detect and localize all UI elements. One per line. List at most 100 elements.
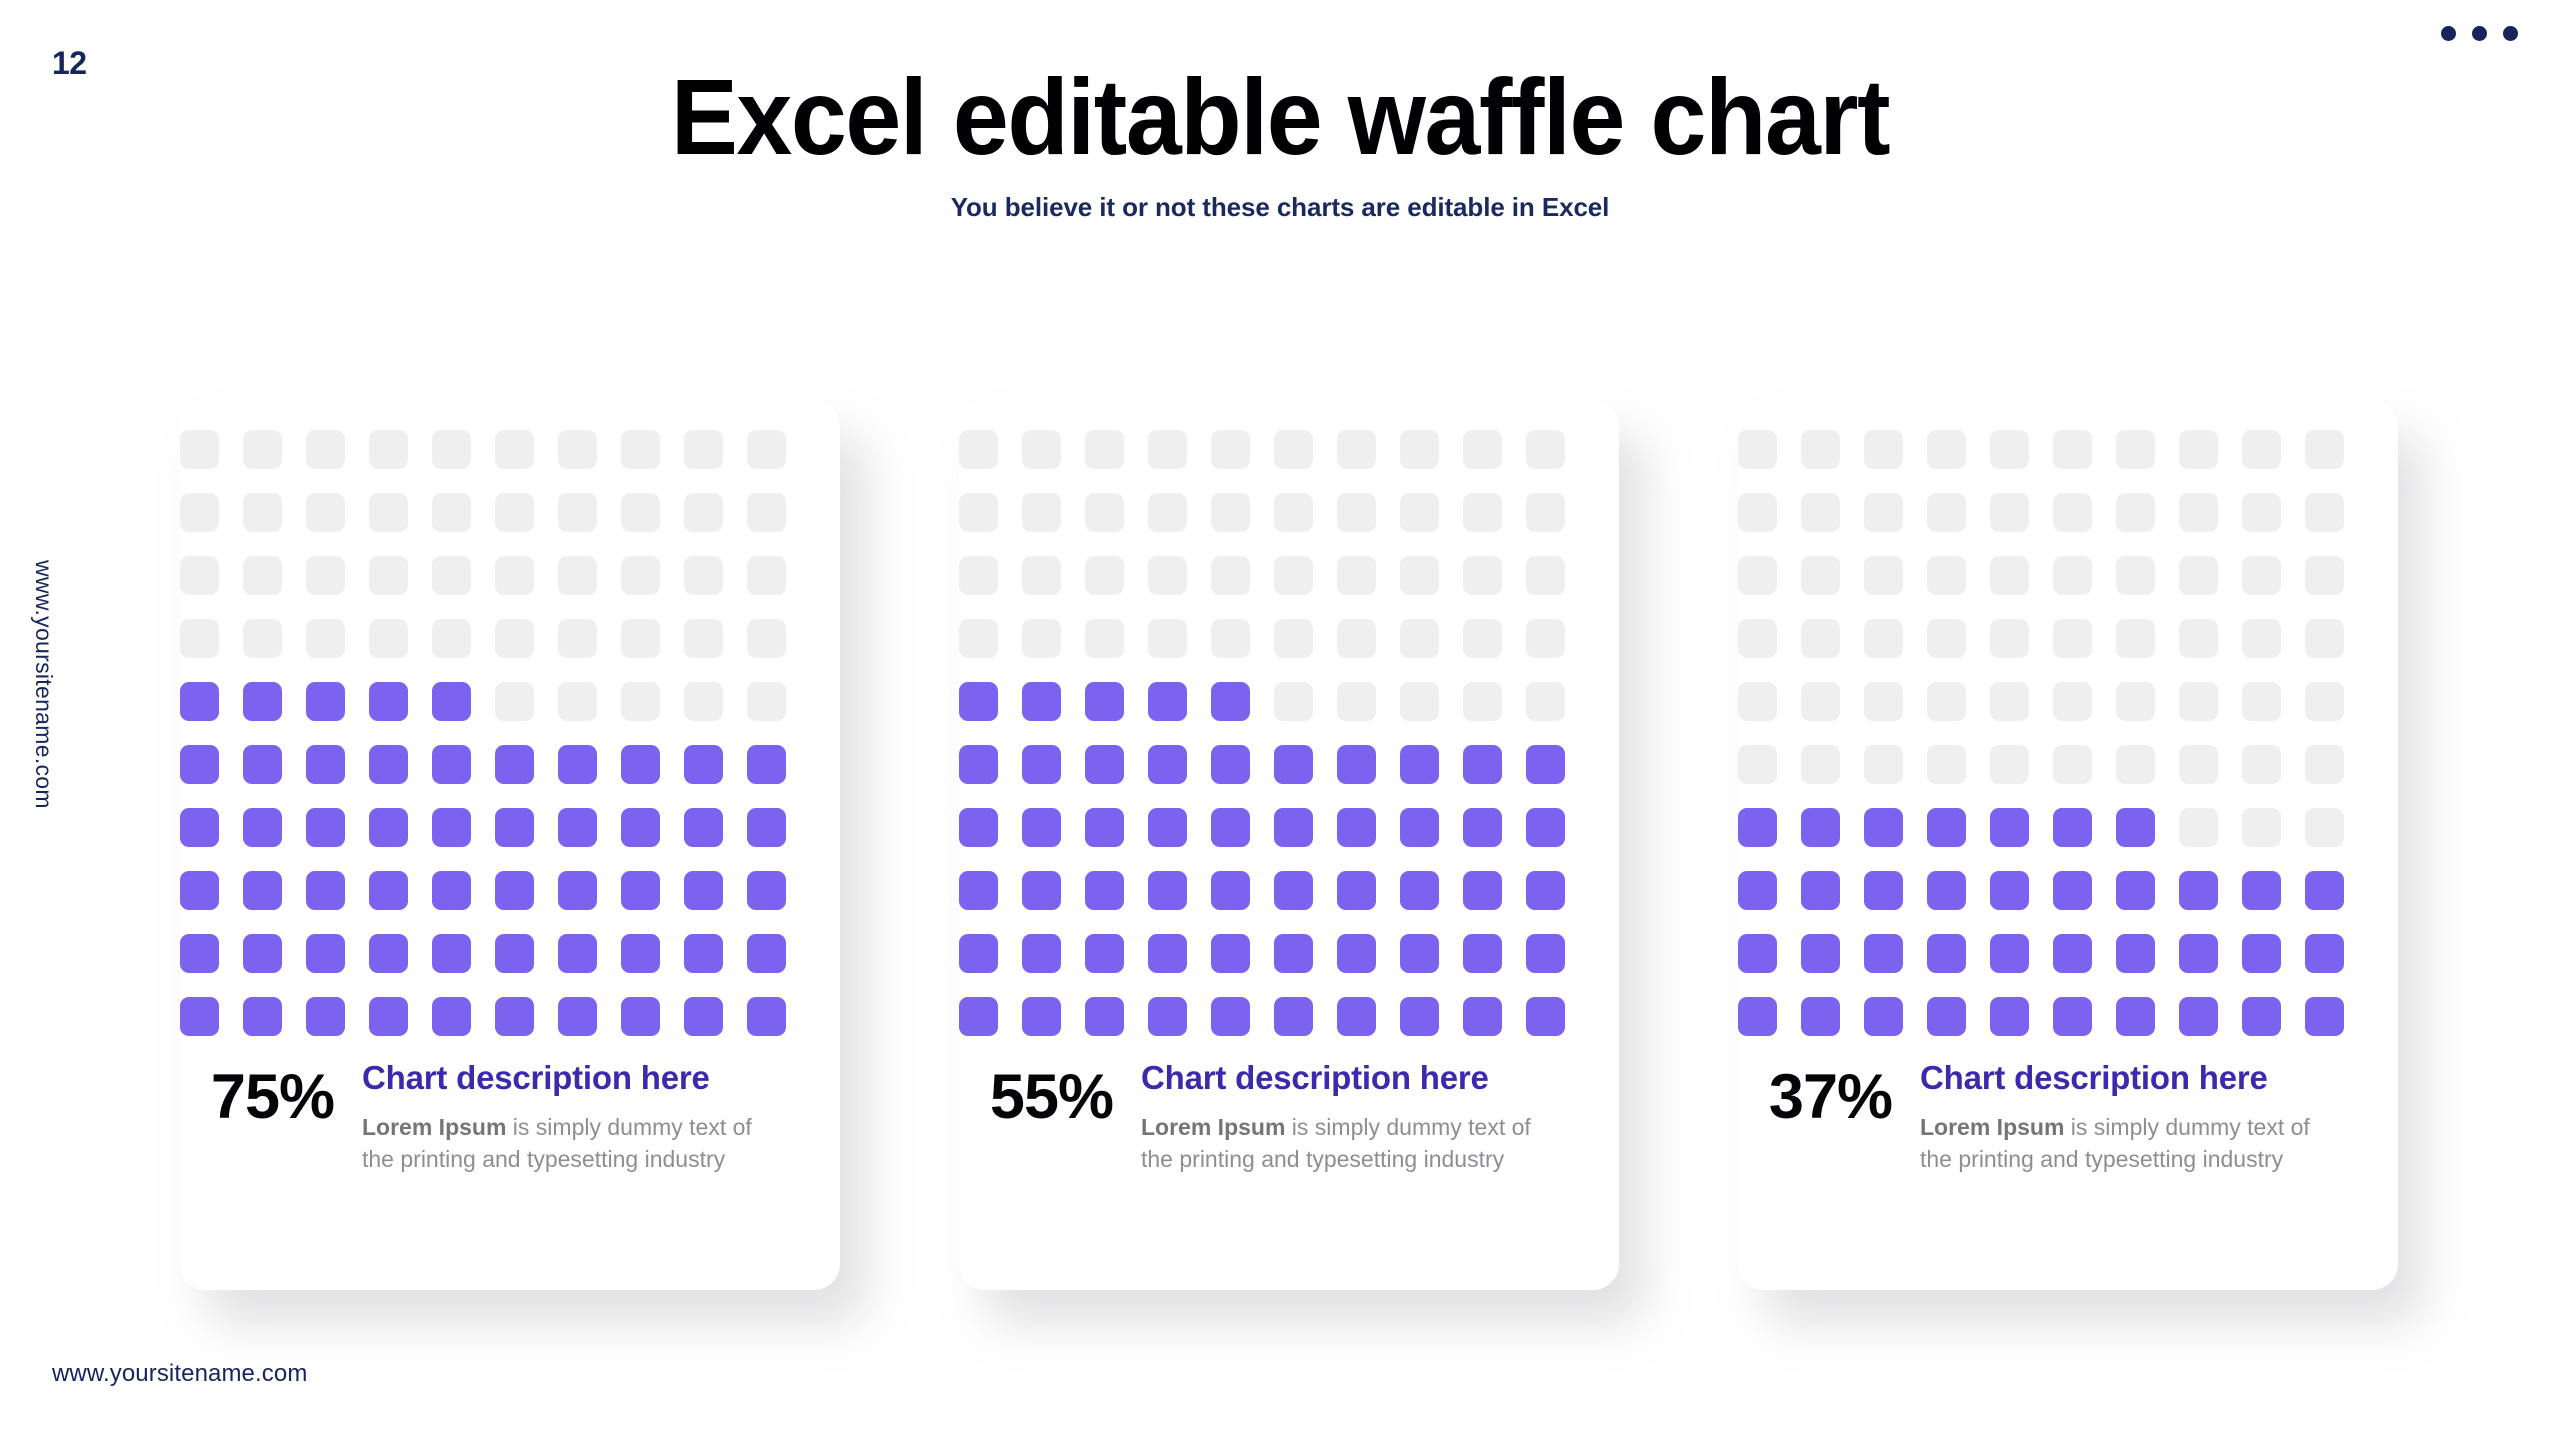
- waffle-cell-empty: [2179, 556, 2218, 595]
- waffle-cell-filled: [1400, 745, 1439, 784]
- waffle-cell-filled: [747, 934, 786, 973]
- waffle-cell-filled: [1274, 745, 1313, 784]
- waffle-card-list: 75% Chart description here Lorem Ipsum is …: [180, 400, 2400, 1290]
- waffle-cell-filled: [369, 871, 408, 910]
- waffle-cell-empty: [2179, 808, 2218, 847]
- waffle-cell-empty: [2053, 745, 2092, 784]
- waffle-card: 37% Chart description here Lorem Ipsum is …: [1738, 400, 2398, 1290]
- waffle-cell-empty: [2116, 745, 2155, 784]
- waffle-cell-filled: [1801, 997, 1840, 1036]
- waffle-cell-empty: [747, 556, 786, 595]
- waffle-cell-empty: [1211, 430, 1250, 469]
- waffle-cell-empty: [2305, 745, 2344, 784]
- waffle-cell-empty: [432, 556, 471, 595]
- waffle-cell-filled: [432, 934, 471, 973]
- waffle-cell-empty: [1990, 556, 2029, 595]
- menu-dots[interactable]: [2441, 26, 2518, 41]
- waffle-cell-filled: [432, 745, 471, 784]
- waffle-cell-filled: [621, 997, 660, 1036]
- waffle-cell-filled: [495, 745, 534, 784]
- waffle-cell-empty: [1801, 682, 1840, 721]
- waffle-cell-filled: [1990, 997, 2029, 1036]
- waffle-cell-empty: [369, 619, 408, 658]
- waffle-cell-filled: [495, 934, 534, 973]
- waffle-cell-filled: [558, 934, 597, 973]
- waffle-cell-empty: [1738, 493, 1777, 532]
- waffle-cell-empty: [2242, 493, 2281, 532]
- waffle-cell-filled: [684, 997, 723, 1036]
- waffle-cell-filled: [180, 808, 219, 847]
- waffle-cell-filled: [432, 871, 471, 910]
- waffle-cell-empty: [495, 619, 534, 658]
- waffle-cell-empty: [2053, 493, 2092, 532]
- waffle-cell-empty: [1801, 493, 1840, 532]
- waffle-cell-empty: [1990, 745, 2029, 784]
- waffle-cell-filled: [495, 997, 534, 1036]
- waffle-cell-empty: [2179, 682, 2218, 721]
- waffle-cell-filled: [1738, 871, 1777, 910]
- waffle-cell-filled: [2116, 808, 2155, 847]
- waffle-cell-filled: [306, 871, 345, 910]
- waffle-label-text: Chart description here Lorem Ipsum is sim…: [362, 1059, 752, 1176]
- waffle-cell-filled: [1801, 808, 1840, 847]
- waffle-cell-empty: [747, 493, 786, 532]
- waffle-cell-empty: [180, 619, 219, 658]
- waffle-cell-filled: [180, 871, 219, 910]
- waffle-cell-filled: [1211, 682, 1250, 721]
- waffle-cell-empty: [1864, 430, 1903, 469]
- waffle-cell-empty: [1022, 556, 1061, 595]
- waffle-cell-filled: [1022, 871, 1061, 910]
- waffle-cell-empty: [1148, 556, 1187, 595]
- waffle-cell-empty: [1085, 430, 1124, 469]
- waffle-cell-filled: [1738, 997, 1777, 1036]
- waffle-cell-empty: [621, 682, 660, 721]
- waffle-cell-filled: [2116, 997, 2155, 1036]
- waffle-cell-empty: [1400, 682, 1439, 721]
- waffle-cell-empty: [180, 493, 219, 532]
- waffle-cell-empty: [1337, 493, 1376, 532]
- waffle-cell-empty: [2053, 682, 2092, 721]
- waffle-cell-empty: [1463, 493, 1502, 532]
- waffle-cell-empty: [495, 556, 534, 595]
- waffle-cell-filled: [1927, 808, 1966, 847]
- waffle-cell-filled: [2053, 997, 2092, 1036]
- waffle-cell-empty: [1400, 493, 1439, 532]
- waffle-cell-empty: [558, 682, 597, 721]
- waffle-cell-empty: [684, 682, 723, 721]
- waffle-cell-filled: [306, 997, 345, 1036]
- waffle-cell-filled: [959, 682, 998, 721]
- waffle-cell-filled: [959, 997, 998, 1036]
- waffle-cell-empty: [2116, 493, 2155, 532]
- waffle-cell-empty: [1400, 430, 1439, 469]
- vertical-site-label: www.yoursitename.com: [31, 560, 57, 809]
- waffle-cell-empty: [1526, 682, 1565, 721]
- page-number: 12: [52, 45, 87, 81]
- waffle-cell-empty: [495, 682, 534, 721]
- waffle-cell-filled: [1738, 808, 1777, 847]
- waffle-cell-empty: [243, 619, 282, 658]
- page-title: Excel editable waffle chart: [670, 56, 1891, 177]
- waffle-cell-empty: [1801, 619, 1840, 658]
- waffle-cell-filled: [2053, 934, 2092, 973]
- waffle-cell-filled: [1526, 745, 1565, 784]
- waffle-cell-filled: [243, 997, 282, 1036]
- waffle-cell-filled: [1337, 808, 1376, 847]
- waffle-cell-filled: [1864, 808, 1903, 847]
- waffle-cell-empty: [684, 430, 723, 469]
- waffle-cell-empty: [1801, 745, 1840, 784]
- waffle-cell-empty: [1085, 619, 1124, 658]
- waffle-cell-filled: [959, 745, 998, 784]
- waffle-cell-filled: [2242, 997, 2281, 1036]
- waffle-cell-filled: [1526, 808, 1565, 847]
- waffle-cell-filled: [1148, 871, 1187, 910]
- waffle-cell-empty: [558, 619, 597, 658]
- waffle-cell-filled: [558, 808, 597, 847]
- waffle-card: 75% Chart description here Lorem Ipsum is …: [180, 400, 840, 1290]
- waffle-cell-empty: [2242, 682, 2281, 721]
- waffle-cell-empty: [1990, 619, 2029, 658]
- waffle-cell-empty: [684, 619, 723, 658]
- waffle-cell-filled: [2305, 934, 2344, 973]
- waffle-cell-filled: [1864, 997, 1903, 1036]
- waffle-cell-filled: [1927, 871, 1966, 910]
